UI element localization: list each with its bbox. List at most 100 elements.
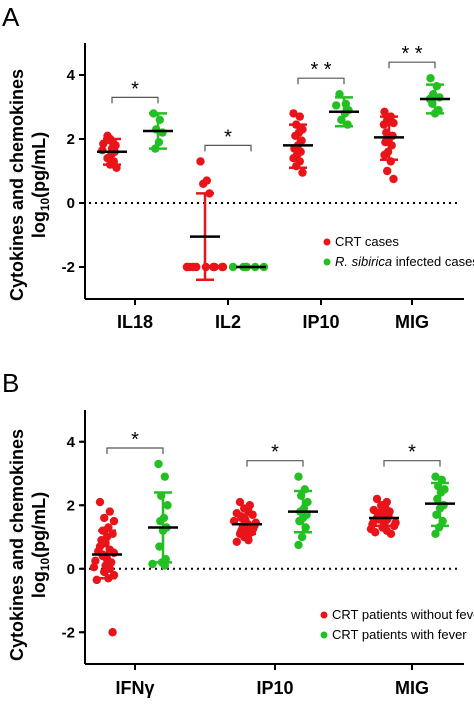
panel-a-significance-label: * (131, 78, 139, 100)
panel-b-data-point (108, 628, 117, 637)
panel-a-ytick-label: 4 (67, 67, 76, 84)
panel-a-data-point (228, 262, 238, 272)
panel-b-significance-bracket (246, 460, 304, 467)
panel-b-significance-bracket (106, 447, 164, 454)
panel-a-ylabel-line1: Cytokines and chemokines (7, 69, 27, 301)
panel-b-data-point (294, 540, 303, 550)
panel-a-legend-marker (323, 238, 331, 246)
panel-b-data-point (154, 459, 163, 469)
panel-a-category-label: MIG (395, 312, 429, 332)
panel-b-data-point (91, 556, 100, 566)
panel-a-significance-label: * (224, 126, 232, 148)
panel-b-data-point (432, 510, 441, 519)
panel-a-data-point (379, 120, 389, 129)
panel-a-category-label: IL2 (215, 312, 241, 332)
panel-a-significance-bracket (297, 77, 345, 85)
panel-b-legend-label-1: CRT patients without fever (332, 607, 474, 622)
panel-b-data-point (294, 472, 303, 481)
panel-a-data-point (295, 112, 304, 121)
panel-a-significance-bracket (111, 96, 159, 104)
panel-b-data-point (105, 507, 115, 516)
chart-marks: -2 0 2 4 IL18 IL2 IP10 MIG * * * * * * -2 0 2 4 IFNγ IP10… (62, 43, 464, 698)
panel-a-significance-label: * * (310, 59, 331, 81)
panel-b-legend-marker (320, 631, 328, 639)
panel-a-data-point (289, 109, 298, 118)
panel-a-data-point (103, 154, 112, 163)
panel-a-data-point (158, 128, 167, 137)
panel-b-data-point (109, 516, 119, 526)
panel-b-data-point (163, 501, 172, 510)
panel-b-data-point (431, 529, 440, 539)
panel-a-category-label: IL18 (117, 312, 153, 332)
panel-b-category-label: MIG (395, 678, 429, 698)
panel-b-ytick-label: 2 (67, 497, 75, 514)
panel-b-label: B (2, 368, 19, 398)
panel-b-legend-label-2: CRT patients with fever (332, 627, 467, 642)
panel-b-ytick-label: -2 (62, 624, 75, 641)
panel-a-legend-label-1: CRT cases (335, 234, 399, 249)
panel-a-label: A (2, 2, 20, 32)
panel-b-data-point (371, 528, 380, 537)
panel-b-data-point (235, 497, 245, 507)
panel-a-data-point (389, 118, 398, 128)
panel-a-data-point (196, 157, 205, 166)
panel-a-ytick-label: 0 (67, 195, 75, 212)
panel-a-data-point (380, 107, 389, 117)
panel-b-significance-label: * (131, 429, 139, 451)
panel-a-data-point (199, 179, 208, 188)
panel-b-data-point (89, 562, 99, 572)
panel-a-data-point (389, 174, 398, 184)
panel-a-data-point (383, 166, 392, 176)
panel-a-ylabel-line2: log10(pg/mL) (29, 132, 52, 238)
panel-a-data-point (435, 93, 444, 102)
panel-b-data-point (100, 513, 109, 523)
panel-b-category-label: IFNγ (115, 678, 154, 698)
panel-a-data-point (182, 262, 192, 272)
panel-a-ytick-label: -2 (62, 259, 75, 276)
panel-b-ytick-label: 0 (67, 561, 75, 578)
panel-a-data-point (99, 139, 108, 148)
panel-a-significance-bracket (204, 144, 252, 152)
panel-b-significance-bracket (383, 460, 441, 467)
panel-b-data-point (431, 472, 440, 481)
panel-a-data-point (298, 168, 307, 177)
panel-b-data-point (295, 516, 304, 526)
panel-b-ylabel-line2: log10(pg/mL) (29, 492, 52, 598)
panel-b-data-point (297, 532, 307, 542)
panel-b-data-point (155, 542, 164, 551)
panel-a-legend-label-2: R. sibirica infected cases (335, 254, 474, 269)
panel-b-ylabel-line1: Cytokines and chemokines (7, 429, 27, 661)
panel-b-data-point (232, 537, 241, 546)
panel-b-data-point (303, 497, 312, 507)
panel-b-category-label: IP10 (256, 678, 293, 698)
panel-a-significance-bracket (388, 61, 436, 69)
panel-a-data-point (218, 262, 228, 272)
panel-b-data-point (372, 494, 382, 504)
panel-a-significance-label: * * (401, 43, 422, 65)
panel-a-data-point (426, 74, 435, 83)
panel-a-data-point (289, 154, 298, 163)
panel-b-data-point (92, 575, 102, 585)
panel-b-data-point (390, 521, 399, 531)
panel-b-significance-label: * (271, 442, 279, 464)
panel-b-ytick-label: 4 (67, 434, 76, 451)
panel-b: B Cytokines and chemokines log10(pg/mL) … (2, 368, 474, 661)
panel-a-data-point (98, 146, 107, 155)
panel-a-data-point (209, 262, 218, 272)
panel-b-data-point (109, 548, 119, 558)
panel-b-legend-marker (320, 611, 328, 619)
panel-b-data-point (95, 497, 105, 507)
panel-a-data-point (381, 138, 390, 147)
panel-b-data-point (386, 529, 396, 539)
panel-a-category-label: IP10 (302, 312, 339, 332)
panel-b-data-point (160, 472, 169, 481)
panel-b-significance-label: * (408, 442, 416, 464)
panel-a-data-point (380, 150, 389, 160)
panel-a-legend-marker (323, 258, 331, 266)
panel-a: A Cytokines and chemokines log10(pg/mL) … (2, 2, 474, 301)
panel-b-data-point (244, 535, 253, 545)
panel-b-data-point (148, 559, 157, 569)
panel-a-ytick-label: 2 (67, 131, 75, 148)
panel-a-data-point (332, 101, 341, 110)
